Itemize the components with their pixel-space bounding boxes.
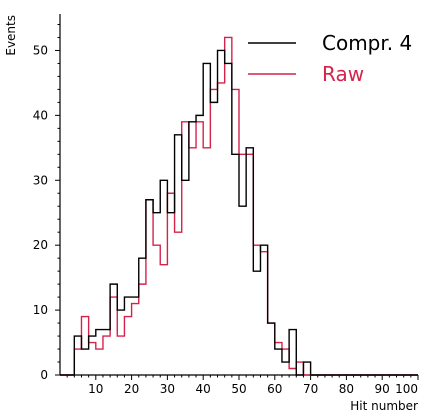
histogram-bin-compr4 — [189, 122, 196, 375]
x-tick-label: 50 — [231, 382, 246, 396]
histogram-bin-compr4 — [89, 336, 96, 375]
y-tick-label: 40 — [33, 108, 48, 122]
x-tick-label: 20 — [124, 382, 139, 396]
legend-label-raw: Raw — [322, 62, 364, 86]
histogram-bin-compr4 — [275, 349, 282, 375]
histogram-bin-compr4 — [153, 213, 160, 375]
x-axis-title: Hit number — [350, 399, 418, 413]
legend-label-compr4: Compr. 4 — [322, 31, 412, 55]
histogram-bin-compr4 — [210, 102, 217, 375]
y-ticks: 0 10 20 30 40 50 — [33, 23, 60, 382]
histogram-bin-compr4 — [182, 180, 189, 375]
histogram-bin-compr4 — [282, 362, 289, 375]
histogram-bin-compr4 — [268, 323, 275, 375]
histogram-bin-compr4 — [124, 297, 131, 375]
histogram-bin-compr4 — [260, 245, 267, 375]
histogram-bin-compr4 — [139, 258, 146, 375]
histogram-bin-compr4 — [132, 297, 139, 375]
histogram-bin-compr4 — [232, 154, 239, 375]
x-tick-label: 10 — [88, 382, 103, 396]
y-axis-title: Events — [4, 15, 18, 56]
histogram-bin-compr4 — [74, 336, 81, 375]
x-tick-label: 40 — [196, 382, 211, 396]
x-tick-label: 90 — [375, 382, 390, 396]
x-tick-label: 80 — [339, 382, 354, 396]
histogram-bin-compr4 — [146, 200, 153, 375]
histogram-bin-compr4 — [117, 310, 124, 375]
histogram-bin-compr4 — [218, 50, 225, 375]
x-tick-label: 30 — [160, 382, 175, 396]
histogram-bin-compr4 — [239, 206, 246, 375]
histogram-bin-compr4 — [303, 362, 310, 375]
histogram-bin-compr4 — [81, 349, 88, 375]
histogram-bin-compr4 — [103, 330, 110, 375]
y-tick-label: 20 — [33, 238, 48, 252]
y-tick-label: 10 — [33, 303, 48, 317]
y-tick-label: 30 — [33, 173, 48, 187]
series-line-compr4 — [60, 49, 418, 376]
series-layer — [60, 36, 418, 376]
x-ticks: 10 20 30 40 50 60 70 80 90 100 — [66, 375, 419, 396]
histogram-bin-compr4 — [203, 63, 210, 375]
histogram-bin-compr4 — [175, 135, 182, 375]
histogram-bin-compr4 — [160, 180, 167, 375]
histogram-bin-compr4 — [289, 330, 296, 375]
series-compr4 — [60, 49, 418, 376]
histogram-bin-compr4 — [96, 330, 103, 375]
y-tick-label: 0 — [40, 368, 48, 382]
histogram-bin-raw — [296, 362, 303, 375]
legend: Compr. 4 Raw — [248, 31, 412, 86]
histogram-bin-compr4 — [253, 271, 260, 375]
histogram-bin-compr4 — [196, 115, 203, 375]
x-tick-label: 100 — [395, 382, 418, 396]
histogram-bin-compr4 — [225, 63, 232, 375]
y-tick-label: 50 — [33, 43, 48, 57]
x-tick-label: 60 — [267, 382, 282, 396]
histogram-bin-compr4 — [167, 213, 174, 375]
x-tick-label: 70 — [303, 382, 318, 396]
histogram-bin-compr4 — [110, 284, 117, 375]
histogram-bin-compr4 — [246, 148, 253, 375]
